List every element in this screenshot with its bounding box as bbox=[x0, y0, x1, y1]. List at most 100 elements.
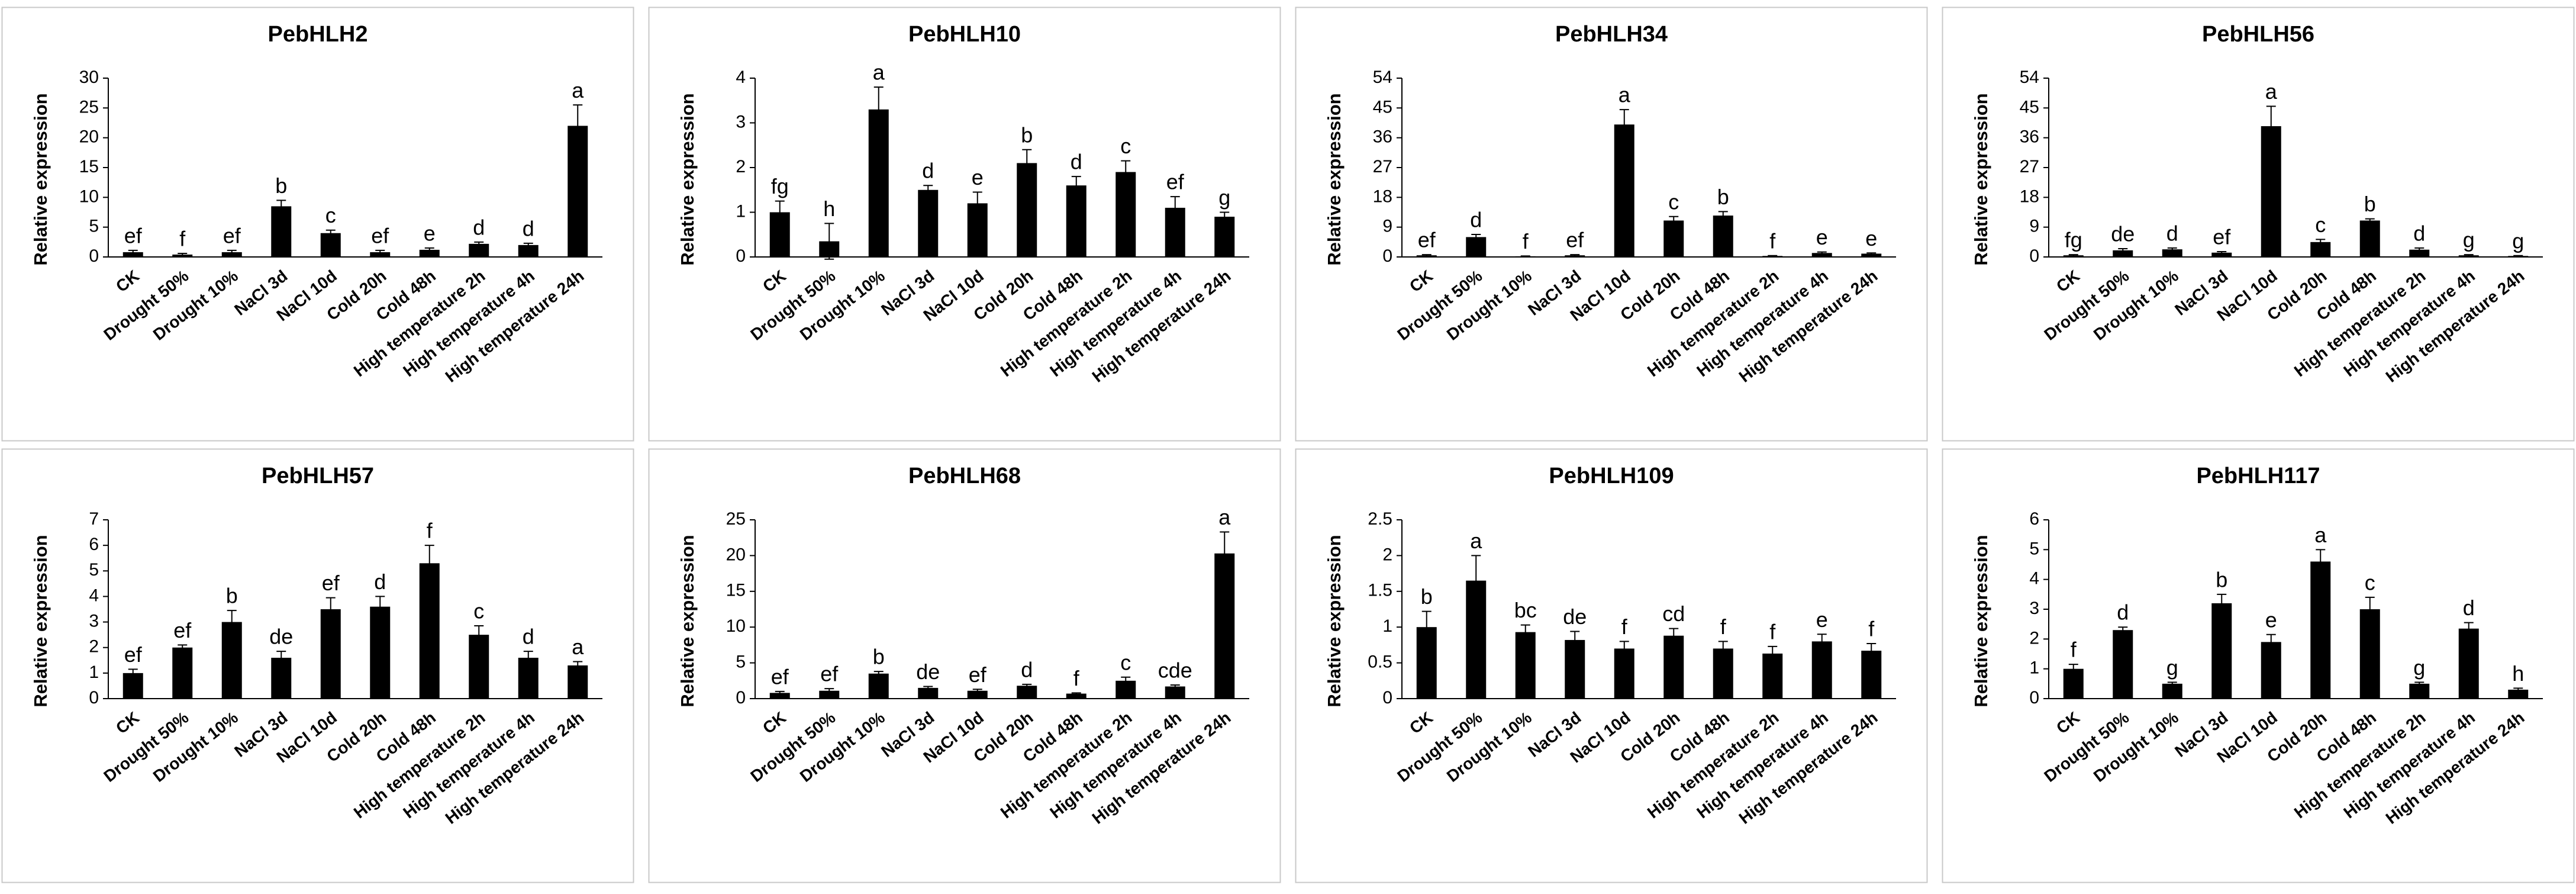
error-bar bbox=[325, 229, 336, 237]
significance-letter: ef bbox=[124, 223, 143, 247]
y-axis-label: Relative expression bbox=[1324, 93, 1345, 265]
bar bbox=[868, 673, 889, 699]
error-bar bbox=[474, 625, 484, 645]
y-tick-label: 0 bbox=[1382, 688, 1392, 708]
bar bbox=[419, 563, 440, 699]
significance-letter: e bbox=[424, 221, 436, 245]
bar bbox=[370, 252, 391, 257]
y-tick-label: 2 bbox=[2029, 628, 2039, 648]
significance-letter: g bbox=[2463, 228, 2475, 252]
error-bar bbox=[1866, 642, 1877, 659]
error-bar bbox=[2118, 626, 2128, 634]
bar bbox=[2310, 561, 2331, 699]
y-tick-label: 10 bbox=[79, 186, 99, 206]
error-bar bbox=[824, 688, 834, 694]
significance-letter: d bbox=[523, 625, 534, 649]
error-bar bbox=[1121, 160, 1131, 184]
chart-title: PebHLH117 bbox=[2196, 464, 2320, 488]
y-tick-label: 6 bbox=[89, 535, 99, 554]
error-bar bbox=[775, 200, 785, 224]
error-bar bbox=[2414, 681, 2425, 686]
significance-letter: g bbox=[1218, 185, 1230, 210]
bar bbox=[1663, 220, 1684, 257]
y-tick-label: 0 bbox=[2029, 246, 2039, 266]
bar bbox=[967, 690, 988, 699]
significance-letter: e bbox=[1816, 225, 1828, 249]
error-bar bbox=[2167, 681, 2177, 686]
chart-title: PebHLH68 bbox=[908, 464, 1021, 488]
y-tick-label: 4 bbox=[89, 586, 99, 605]
significance-letter: c bbox=[1120, 650, 1131, 674]
bar bbox=[568, 665, 588, 699]
error-bar bbox=[424, 545, 434, 582]
chart-title: PebHLH10 bbox=[908, 22, 1021, 47]
bar bbox=[1811, 253, 1832, 257]
error-bar bbox=[824, 223, 834, 260]
bar bbox=[2261, 126, 2281, 257]
error-bar bbox=[1817, 251, 1827, 255]
y-tick-label: 54 bbox=[2020, 67, 2039, 87]
error-bar bbox=[1817, 633, 1827, 649]
error-bar bbox=[1570, 254, 1580, 257]
significance-letter: d bbox=[922, 159, 934, 183]
bar bbox=[1017, 163, 1037, 257]
error-bar bbox=[2414, 247, 2425, 252]
error-bar bbox=[2464, 254, 2474, 257]
bar bbox=[1017, 686, 1037, 699]
error-bar bbox=[2068, 664, 2078, 674]
significance-letter: c bbox=[473, 599, 484, 623]
bar bbox=[918, 687, 939, 699]
significance-letter: ef bbox=[124, 642, 143, 667]
significance-letter: de bbox=[916, 660, 940, 684]
error-bar bbox=[1866, 252, 1877, 255]
significance-letter: b bbox=[1421, 584, 1433, 609]
error-bar bbox=[1220, 531, 1230, 576]
error-bar bbox=[1071, 176, 1081, 195]
error-bar bbox=[2316, 239, 2326, 246]
bar bbox=[221, 622, 242, 699]
y-tick-label: 45 bbox=[2020, 97, 2039, 117]
bar bbox=[518, 245, 539, 257]
error-bar bbox=[128, 668, 138, 678]
significance-letter: cd bbox=[1662, 602, 1685, 626]
y-tick-label: 30 bbox=[79, 67, 99, 87]
y-tick-label: 7 bbox=[89, 509, 99, 529]
y-tick-label: 0.5 bbox=[1368, 652, 1392, 672]
y-tick-label: 2 bbox=[736, 157, 746, 176]
error-bar bbox=[1220, 211, 1230, 222]
bar bbox=[2359, 220, 2380, 257]
error-bar bbox=[227, 249, 237, 255]
error-bar bbox=[1570, 631, 1580, 649]
y-tick-label: 5 bbox=[736, 652, 746, 672]
significance-letter: ef bbox=[1166, 170, 1185, 194]
y-axis-label: Relative expression bbox=[677, 93, 698, 265]
significance-letter: g bbox=[2166, 655, 2178, 680]
significance-letter: e bbox=[972, 165, 984, 189]
panel-border bbox=[1295, 7, 1928, 442]
error-bar bbox=[2365, 596, 2375, 622]
y-tick-label: 10 bbox=[726, 616, 746, 636]
error-bar bbox=[375, 596, 385, 618]
y-tick-label: 27 bbox=[2020, 157, 2039, 176]
error-bar bbox=[2316, 549, 2326, 574]
significance-letter: ef bbox=[223, 223, 241, 247]
bar bbox=[1466, 237, 1487, 257]
error-bar bbox=[474, 241, 484, 246]
error-bar bbox=[1170, 196, 1180, 220]
significance-letter: b bbox=[2364, 192, 2376, 216]
significance-letter: cde bbox=[1158, 658, 1192, 683]
y-axis-label: Relative expression bbox=[1971, 93, 1991, 265]
error-bar bbox=[325, 597, 336, 622]
error-bar bbox=[424, 247, 434, 252]
significance-letter: fg bbox=[2065, 228, 2082, 252]
significance-letter: a bbox=[572, 78, 584, 102]
y-tick-label: 3 bbox=[736, 112, 746, 131]
significance-letter: f bbox=[1868, 616, 1875, 641]
y-tick-label: 25 bbox=[79, 97, 99, 117]
significance-letter: f bbox=[1769, 229, 1776, 253]
bar bbox=[1115, 172, 1136, 257]
significance-letter: f bbox=[1073, 666, 1080, 690]
